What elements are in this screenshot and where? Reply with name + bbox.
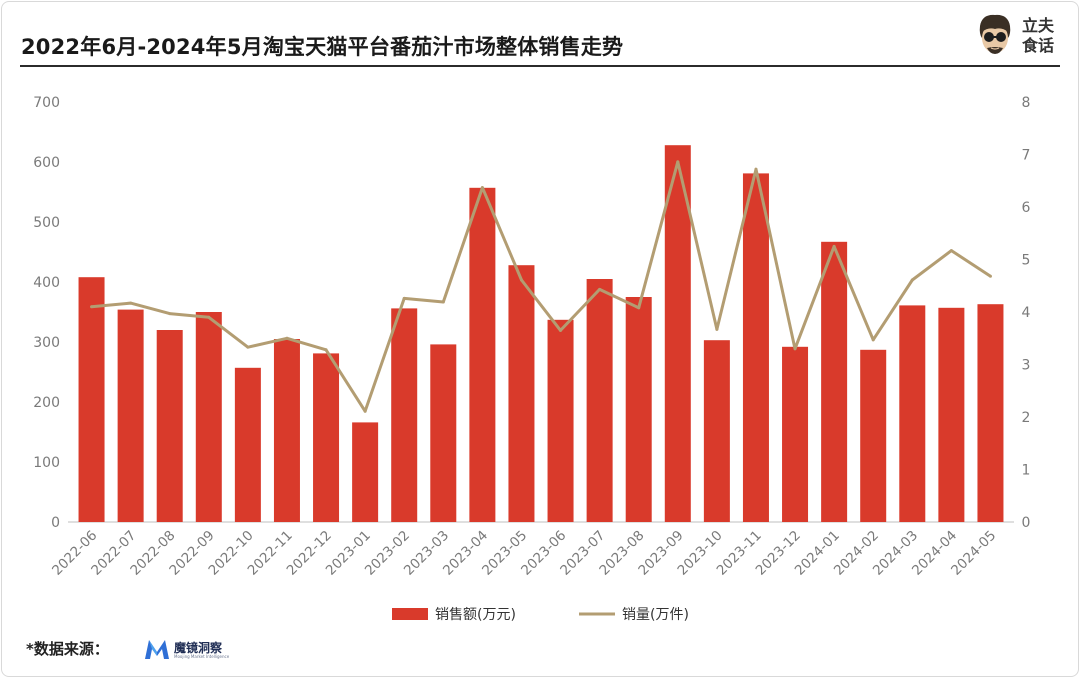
- title-underline: [20, 65, 1060, 67]
- point-volume-2023-02: [402, 296, 406, 300]
- bar-sales-2023-01: [352, 422, 379, 522]
- y-right-tick-label: 2: [1022, 410, 1031, 426]
- point-volume-2023-04: [480, 186, 484, 190]
- bar-sales-2024-05: [977, 304, 1004, 522]
- y-right-tick-label: 0: [1022, 515, 1031, 531]
- y-left-tick-label: 300: [33, 335, 60, 351]
- y-right-tick-label: 8: [1022, 95, 1031, 111]
- point-volume-2023-05: [519, 278, 523, 282]
- bar-sales-2022-08: [156, 330, 183, 522]
- bar-sales-2023-09: [664, 145, 691, 522]
- point-volume-2024-05: [988, 274, 992, 278]
- moojing-logo-icon: [145, 640, 169, 659]
- logo-text: 立夫 食话: [1018, 16, 1058, 56]
- bar-sales-2023-04: [469, 187, 496, 523]
- bar-sales-2024-02: [860, 349, 887, 522]
- legend-label-volume: 销量(万件): [622, 607, 689, 623]
- point-volume-2023-09: [676, 160, 680, 164]
- point-volume-2023-06: [559, 328, 563, 332]
- source-brand-name: 魔镜洞察: [174, 641, 223, 655]
- point-volume-2022-12: [324, 348, 328, 352]
- bar-sales-2022-11: [273, 339, 300, 522]
- y-left-tick-label: 700: [33, 95, 60, 111]
- bar-sales-2022-12: [313, 353, 340, 522]
- y-left-tick-label: 0: [51, 515, 60, 531]
- y-right-tick-label: 5: [1022, 253, 1031, 269]
- point-volume-2023-03: [441, 300, 445, 304]
- point-volume-2022-06: [90, 305, 94, 309]
- bar-sales-2022-07: [117, 309, 144, 522]
- y-left-tick-label: 500: [33, 215, 60, 231]
- bar-sales-2023-10: [703, 340, 730, 522]
- chart-title: 2022年6月-2024年5月淘宝天猫平台番茄汁市场整体销售走势: [21, 35, 624, 59]
- point-volume-2022-08: [168, 312, 172, 316]
- source-label: *数据来源：: [26, 640, 109, 658]
- point-volume-2024-01: [832, 244, 836, 248]
- y-right-tick-label: 7: [1022, 148, 1031, 164]
- bar-sales-2023-12: [782, 346, 809, 522]
- bar-sales-2022-09: [195, 312, 222, 522]
- y-left-tick-label: 600: [33, 155, 60, 171]
- point-volume-2024-03: [910, 278, 914, 282]
- bar-sales-2022-06: [78, 277, 105, 522]
- point-volume-2023-10: [715, 327, 719, 331]
- bar-sales-2022-10: [234, 367, 261, 522]
- point-volume-2023-12: [793, 347, 797, 351]
- y-left-tick-label: 100: [33, 455, 60, 471]
- bar-sales-2023-03: [430, 344, 457, 522]
- point-volume-2023-08: [637, 306, 641, 310]
- bar-sales-2024-01: [821, 241, 848, 523]
- y-right-tick-label: 1: [1022, 463, 1031, 479]
- bar-sales-2023-06: [547, 319, 574, 522]
- bar-sales-2023-11: [742, 173, 769, 522]
- bar-sales-2024-04: [938, 307, 965, 522]
- line-volume-series: [91, 160, 992, 413]
- point-volume-2022-09: [207, 315, 211, 319]
- point-volume-2022-11: [285, 336, 289, 340]
- legend-label-sales: 销售额(万元): [435, 607, 516, 623]
- bar-sales-2024-03: [899, 305, 926, 522]
- point-volume-2024-04: [949, 249, 953, 253]
- source-brand-sub: Moojing Market Intelligence: [174, 654, 230, 659]
- chef-avatar-icon: [979, 14, 1011, 54]
- y-right-tick-label: 3: [1022, 358, 1031, 374]
- y-right-tick-label: 6: [1022, 200, 1031, 216]
- point-volume-2023-07: [598, 287, 602, 291]
- point-volume-2023-11: [754, 167, 758, 171]
- y-left-tick-label: 400: [33, 275, 60, 291]
- y-right-tick-label: 4: [1022, 305, 1031, 321]
- bar-sales-2023-05: [508, 265, 535, 522]
- logo-line-1: 立夫: [1021, 16, 1054, 35]
- bar-sales-2023-07: [586, 279, 613, 522]
- brand-logo: 立夫 食话: [974, 12, 1060, 62]
- point-volume-2022-07: [129, 301, 133, 305]
- point-volume-2022-10: [246, 345, 250, 349]
- legend-swatch-sales: [392, 608, 428, 620]
- bar-sales-2023-08: [625, 297, 652, 522]
- point-volume-2024-02: [871, 338, 875, 342]
- y-left-tick-label: 200: [33, 395, 60, 411]
- point-volume-2023-01: [363, 409, 367, 413]
- logo-line-2: 食话: [1021, 36, 1054, 55]
- bar-sales-2023-02: [391, 308, 418, 522]
